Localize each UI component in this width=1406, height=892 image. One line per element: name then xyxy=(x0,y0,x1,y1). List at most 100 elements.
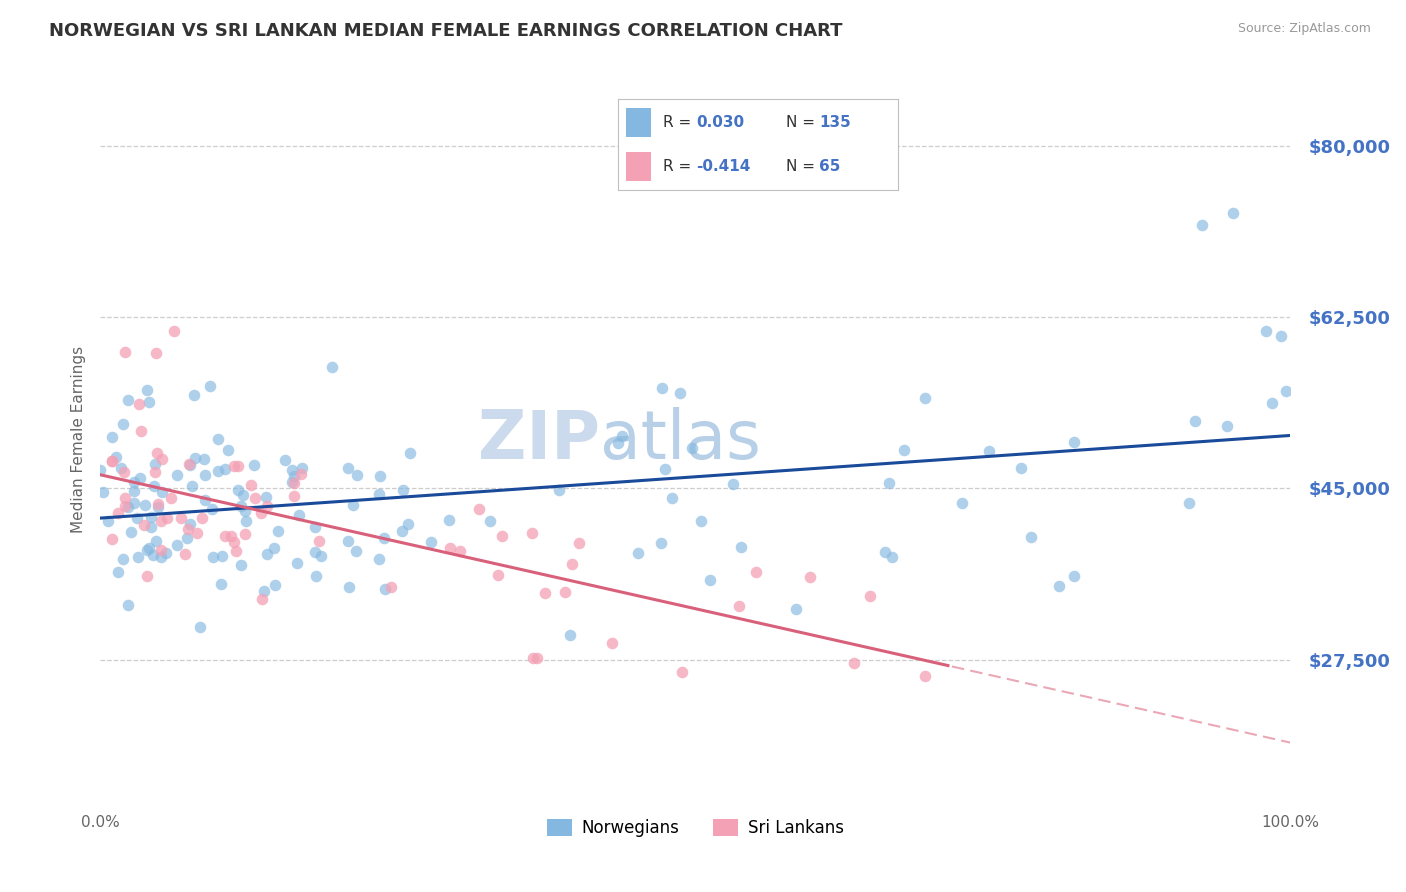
Point xyxy=(290,467,312,481)
Point xyxy=(134,499,156,513)
Point xyxy=(879,476,901,491)
Point xyxy=(104,450,127,464)
Point xyxy=(112,466,135,480)
Point xyxy=(368,551,391,566)
Point xyxy=(520,526,543,541)
Point xyxy=(145,346,167,360)
Point xyxy=(166,538,188,552)
Point xyxy=(1063,569,1085,583)
Point xyxy=(194,467,217,482)
Point xyxy=(253,584,276,599)
Point xyxy=(437,513,460,527)
Point xyxy=(112,552,135,566)
Point xyxy=(239,478,262,492)
Point xyxy=(468,502,491,516)
Point xyxy=(321,359,343,374)
Point xyxy=(177,522,200,536)
Point xyxy=(547,483,569,498)
Point xyxy=(138,394,160,409)
Point xyxy=(661,491,683,505)
Point xyxy=(249,507,271,521)
Point xyxy=(250,591,273,606)
Point xyxy=(650,536,672,550)
Point xyxy=(145,446,167,460)
Point xyxy=(799,570,821,584)
Point xyxy=(699,573,721,587)
Point xyxy=(914,669,936,683)
Point xyxy=(396,517,419,532)
Point xyxy=(602,636,624,650)
Point xyxy=(145,457,167,471)
Point xyxy=(112,417,135,431)
Point xyxy=(398,446,420,460)
Point xyxy=(163,324,186,338)
Point xyxy=(1254,325,1277,339)
Point xyxy=(207,465,229,479)
Point xyxy=(859,589,882,603)
Point xyxy=(627,546,650,560)
Point xyxy=(368,468,391,483)
Point xyxy=(1191,219,1213,233)
Point xyxy=(367,487,389,501)
Point xyxy=(914,391,936,405)
Point xyxy=(842,656,865,670)
Point xyxy=(217,442,239,457)
Point xyxy=(193,451,215,466)
Point xyxy=(129,424,152,438)
Point xyxy=(150,451,173,466)
Point xyxy=(128,471,150,485)
Point xyxy=(610,429,633,443)
Point xyxy=(149,549,172,564)
Text: ZIP: ZIP xyxy=(478,407,600,473)
Point xyxy=(117,500,139,514)
Point xyxy=(875,545,897,559)
Point xyxy=(100,454,122,468)
Point xyxy=(173,547,195,561)
Point xyxy=(283,489,305,503)
Point xyxy=(127,550,149,565)
Point xyxy=(305,569,328,583)
Point xyxy=(186,526,208,541)
Point xyxy=(114,499,136,513)
Point xyxy=(110,461,132,475)
Point xyxy=(219,529,242,543)
Point xyxy=(107,506,129,520)
Point xyxy=(304,545,326,559)
Point xyxy=(149,514,172,528)
Point xyxy=(135,569,157,583)
Point xyxy=(1184,414,1206,428)
Point xyxy=(283,469,305,483)
Point xyxy=(419,534,441,549)
Point xyxy=(122,496,145,510)
Point xyxy=(561,557,583,571)
Point xyxy=(117,598,139,612)
Point xyxy=(233,527,256,541)
Point xyxy=(214,529,236,543)
Point xyxy=(486,567,509,582)
Point xyxy=(280,475,302,490)
Point xyxy=(142,548,165,562)
Point xyxy=(283,475,305,490)
Point xyxy=(142,479,165,493)
Point xyxy=(159,491,181,505)
Point xyxy=(177,458,200,472)
Point xyxy=(183,451,205,466)
Point xyxy=(1047,579,1070,593)
Point xyxy=(391,524,413,539)
Point xyxy=(166,468,188,483)
Point xyxy=(180,478,202,492)
Point xyxy=(148,497,170,511)
Point xyxy=(194,492,217,507)
Text: Source: ZipAtlas.com: Source: ZipAtlas.com xyxy=(1237,22,1371,36)
Legend: Norwegians, Sri Lankans: Norwegians, Sri Lankans xyxy=(540,813,851,844)
Point xyxy=(373,531,395,545)
Point xyxy=(554,585,576,599)
Point xyxy=(654,461,676,475)
Point xyxy=(522,651,544,665)
Point xyxy=(243,491,266,505)
Point xyxy=(107,565,129,579)
Y-axis label: Median Female Earnings: Median Female Earnings xyxy=(72,346,86,533)
Point xyxy=(156,511,179,525)
Point xyxy=(176,531,198,545)
Point xyxy=(607,435,630,450)
